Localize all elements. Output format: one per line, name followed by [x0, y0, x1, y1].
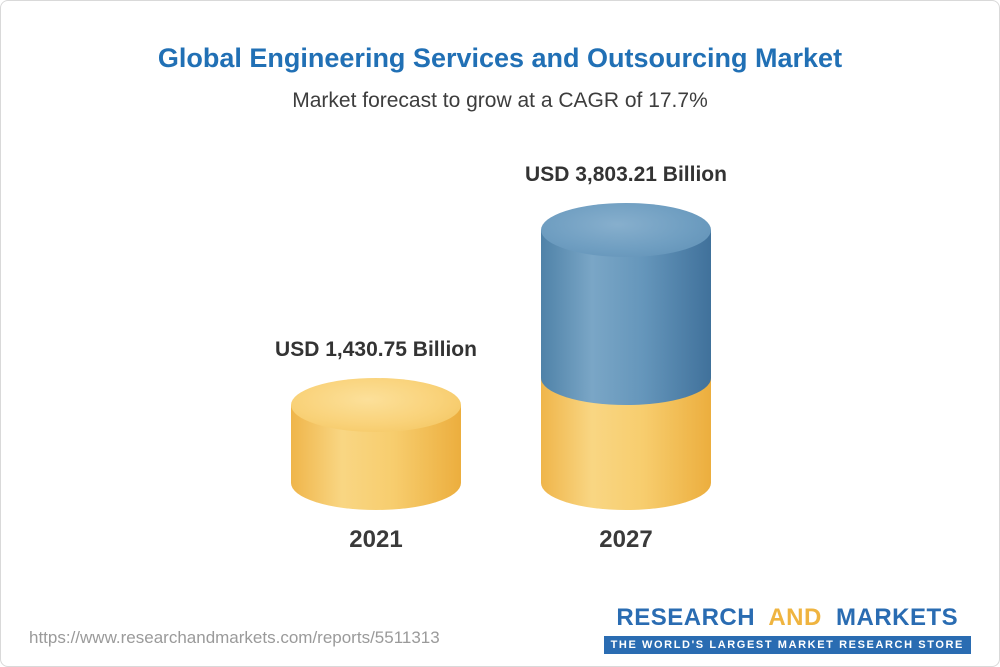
bar-group-2027: USD 3,803.21 Billion 2027 [501, 163, 751, 554]
bar-cylinder-2021 [291, 378, 461, 510]
logo-word-and: AND [768, 604, 822, 631]
cylinder-2027-growth-segment [541, 230, 711, 405]
logo-tagline: THE WORLD'S LARGEST MARKET RESEARCH STOR… [603, 636, 971, 654]
bar-value-label-2027: USD 3,803.21 Billion [525, 163, 727, 186]
bar-value-label-2021: USD 1,430.75 Billion [275, 338, 477, 361]
logo-word-research: RESEARCH [616, 604, 756, 631]
axis-label-2021: 2021 [349, 526, 403, 553]
chart-subtitle: Market forecast to grow at a CAGR of 17.… [292, 89, 708, 112]
axis-label-2027: 2027 [599, 526, 653, 553]
bar-cylinder-2027 [541, 203, 711, 510]
logo-wordmark: RESEARCH AND MARKETS [604, 604, 971, 632]
chart-title: Global Engineering Services and Outsourc… [157, 43, 843, 73]
logo-word-markets: MARKETS [836, 604, 959, 631]
cylinder-top-ellipse-2027 [541, 203, 711, 257]
cylinder-top-ellipse-2021 [291, 378, 461, 432]
bar-group-2021: USD 1,430.75 Billion 2021 [251, 338, 501, 554]
research-and-markets-logo: RESEARCH AND MARKETS THE WORLD'S LARGEST… [603, 604, 971, 654]
report-url: https://www.researchandmarkets.com/repor… [29, 628, 440, 647]
